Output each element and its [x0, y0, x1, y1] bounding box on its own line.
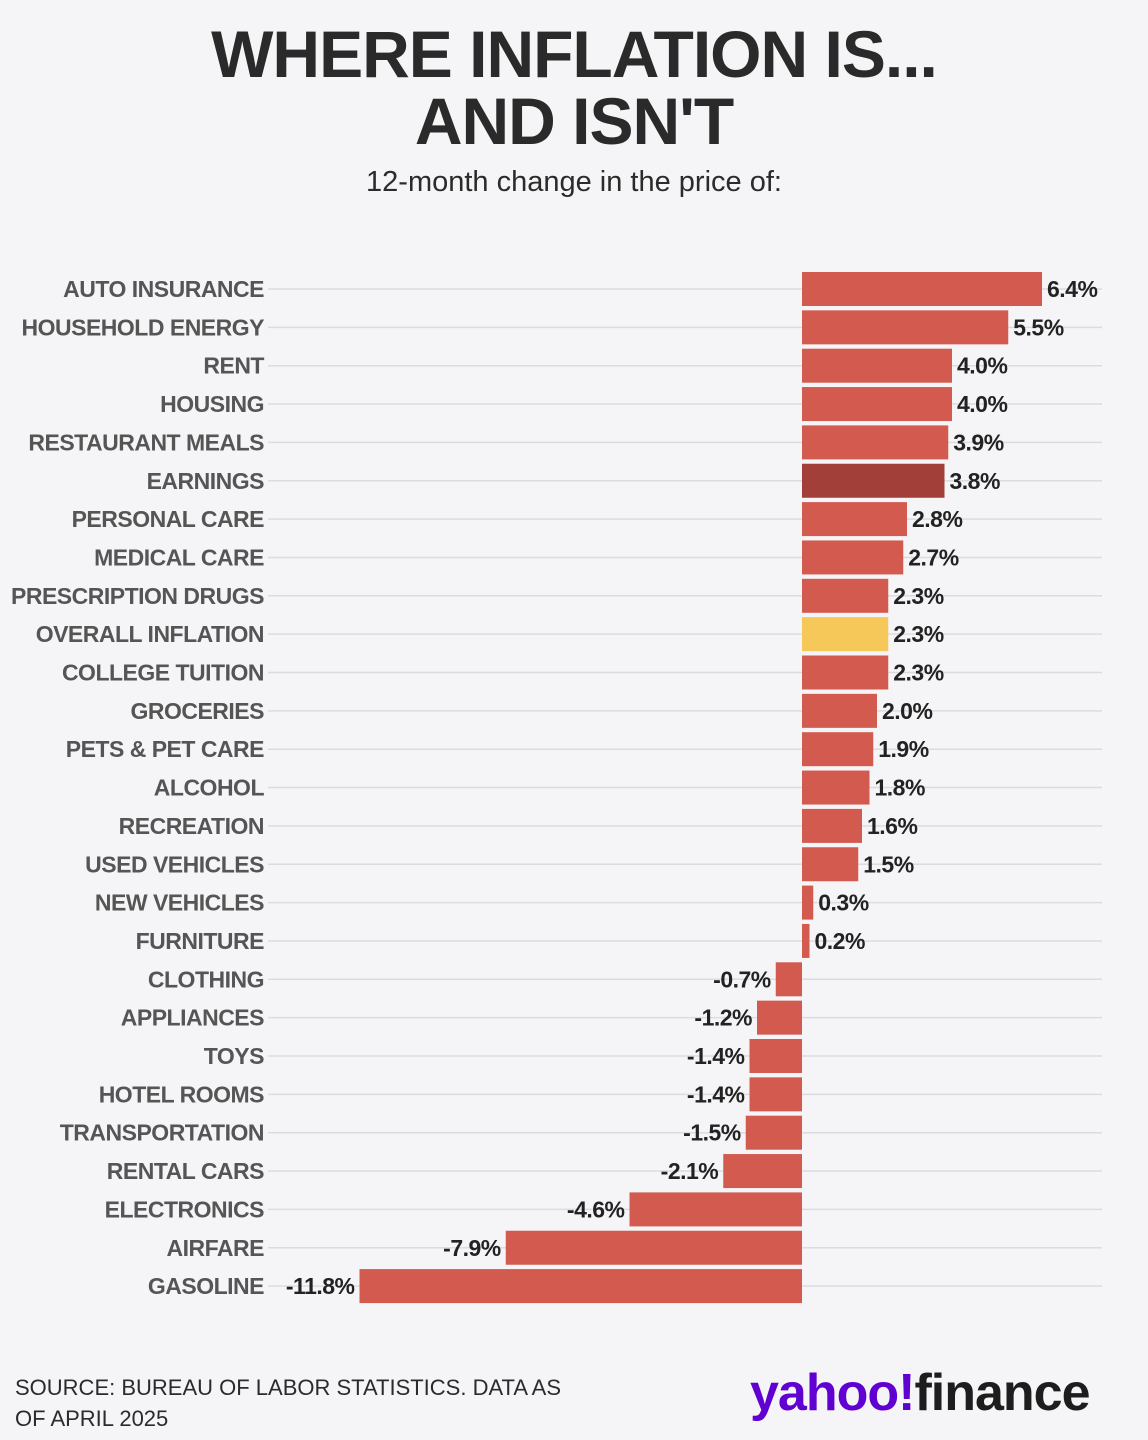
bar-household-energy [802, 310, 1009, 345]
bar-pets-pet-care [802, 732, 874, 767]
source-line-1: SOURCE: BUREAU OF LABOR STATISTICS. DATA… [15, 1375, 562, 1400]
category-label-restaurant-meals: RESTAURANT MEALS [28, 429, 264, 455]
value-label-gasoline: -11.8% [286, 1273, 355, 1299]
category-label-personal-care: PERSONAL CARE [72, 506, 265, 532]
value-label-personal-care: 2.8% [912, 506, 962, 532]
bar-electronics [629, 1192, 802, 1227]
category-label-electronics: ELECTRONICS [105, 1196, 265, 1222]
category-label-new-vehicles: NEW VEHICLES [95, 890, 264, 916]
yahoo-finance-logo: yahoo!finance [750, 1363, 1091, 1423]
category-label-groceries: GROCERIES [130, 698, 264, 724]
source-line-2: OF APRIL 2025 [15, 1406, 169, 1431]
value-label-housing: 4.0% [957, 391, 1007, 417]
bar-personal-care [802, 502, 907, 537]
bar-rent [802, 348, 952, 383]
category-label-rental-cars: RENTAL CARS [107, 1158, 264, 1184]
category-label-prescription-drugs: PRESCRIPTION DRUGS [11, 583, 264, 609]
chart-title-line-1: WHERE INFLATION IS... [211, 17, 938, 91]
bar-groceries [802, 693, 877, 728]
value-label-college-tuition: 2.3% [893, 660, 943, 686]
bar-new-vehicles [802, 885, 814, 920]
value-label-groceries: 2.0% [882, 698, 932, 724]
bar-alcohol [802, 770, 870, 805]
category-label-rent: RENT [203, 353, 264, 379]
value-label-recreation: 1.6% [867, 813, 917, 839]
value-label-restaurant-meals: 3.9% [953, 429, 1003, 455]
bar-medical-care [802, 540, 904, 575]
value-label-alcohol: 1.8% [875, 775, 925, 801]
value-label-auto-insurance: 6.4% [1047, 276, 1097, 302]
category-label-toys: TOYS [204, 1043, 264, 1069]
value-label-rent: 4.0% [957, 353, 1007, 379]
value-label-overall-inflation: 2.3% [893, 621, 943, 647]
brand-yahoo: yahoo! [750, 1364, 915, 1422]
bar-gasoline [359, 1269, 802, 1304]
category-label-household-energy: HOUSEHOLD ENERGY [22, 314, 265, 340]
bar-chart: AUTO INSURANCE 6.4% HOUSEHOLD ENERGY 5.5% RE… [11, 272, 1102, 1304]
value-label-earnings: 3.8% [950, 468, 1000, 494]
bar-transportation [745, 1115, 802, 1150]
bar-restaurant-meals [802, 425, 949, 460]
category-label-furniture: FURNITURE [136, 928, 265, 954]
bar-housing [802, 387, 952, 422]
bar-earnings [802, 463, 945, 498]
category-label-college-tuition: COLLEGE TUITION [62, 660, 264, 686]
bar-clothing [775, 962, 802, 997]
bar-rental-cars [723, 1154, 802, 1189]
value-label-electronics: -4.6% [567, 1196, 625, 1222]
bar-appliances [757, 1000, 802, 1035]
category-label-overall-inflation: OVERALL INFLATION [36, 621, 264, 647]
value-label-new-vehicles: 0.3% [818, 890, 868, 916]
value-label-rental-cars: -2.1% [661, 1158, 719, 1184]
source-note: SOURCE: BUREAU OF LABOR STATISTICS. DATA… [15, 1372, 615, 1434]
value-label-furniture: 0.2% [815, 928, 865, 954]
category-label-auto-insurance: AUTO INSURANCE [63, 276, 264, 302]
value-label-transportation: -1.5% [683, 1120, 741, 1146]
value-label-toys: -1.4% [687, 1043, 745, 1069]
value-label-household-energy: 5.5% [1013, 314, 1063, 340]
bar-overall-inflation [802, 617, 889, 652]
category-label-alcohol: ALCOHOL [154, 775, 265, 801]
bar-auto-insurance [802, 272, 1042, 306]
category-label-earnings: EARNINGS [147, 468, 265, 494]
bar-prescription-drugs [802, 578, 889, 613]
category-label-hotel-rooms: HOTEL ROOMS [99, 1081, 264, 1107]
bar-hotel-rooms [749, 1077, 802, 1112]
chart-subtitle: 12-month change in the price of: [366, 166, 782, 198]
category-label-appliances: APPLIANCES [121, 1005, 264, 1031]
category-label-medical-care: MEDICAL CARE [94, 544, 264, 570]
value-label-pets-pet-care: 1.9% [878, 736, 928, 762]
bar-airfare [505, 1230, 802, 1265]
chart-title-line-2: AND ISN'T [414, 84, 734, 158]
value-label-used-vehicles: 1.5% [863, 851, 913, 877]
value-label-prescription-drugs: 2.3% [893, 583, 943, 609]
category-label-recreation: RECREATION [119, 813, 264, 839]
category-label-housing: HOUSING [160, 391, 264, 417]
value-label-medical-care: 2.7% [908, 544, 958, 570]
bar-used-vehicles [802, 847, 859, 882]
value-label-hotel-rooms: -1.4% [687, 1081, 745, 1107]
value-label-appliances: -1.2% [694, 1005, 752, 1031]
category-label-used-vehicles: USED VEHICLES [85, 851, 264, 877]
category-label-clothing: CLOTHING [148, 966, 264, 992]
bar-furniture [802, 923, 810, 958]
category-label-transportation: TRANSPORTATION [60, 1120, 264, 1146]
bar-recreation [802, 808, 862, 843]
brand-finance: finance [914, 1364, 1090, 1422]
category-label-airfare: AIRFARE [167, 1235, 265, 1261]
value-label-clothing: -0.7% [713, 966, 771, 992]
bar-toys [749, 1039, 802, 1073]
bar-college-tuition [802, 655, 889, 690]
category-label-pets-pet-care: PETS & PET CARE [66, 736, 264, 762]
category-label-gasoline: GASOLINE [148, 1273, 264, 1299]
value-label-airfare: -7.9% [443, 1235, 501, 1261]
